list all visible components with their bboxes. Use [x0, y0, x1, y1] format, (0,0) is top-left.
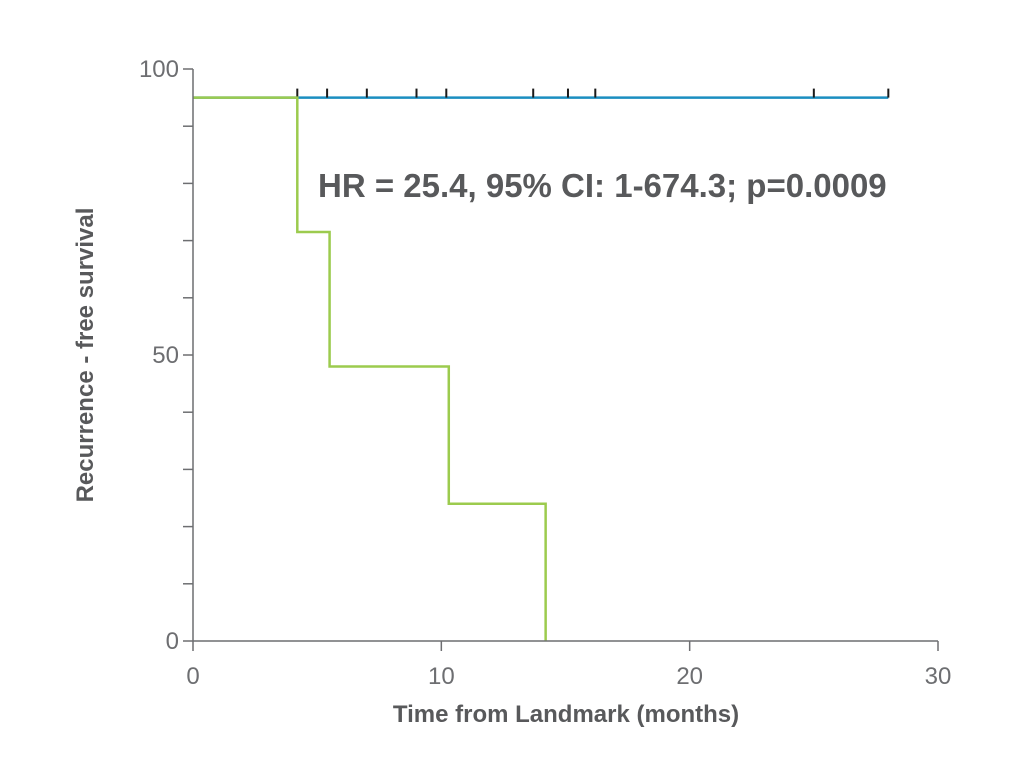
series-layer	[193, 88, 890, 641]
x-tick-label: 20	[676, 663, 703, 690]
series-2-line	[193, 96, 547, 641]
x-tick-label: 10	[428, 663, 455, 690]
y-tick-label: 100	[139, 56, 179, 83]
y-axis-title: Recurrence - free survival	[72, 208, 99, 503]
x-axis-title: Time from Landmark (months)	[393, 701, 739, 728]
x-tick-label: 30	[925, 663, 952, 690]
y-tick-label: 0	[166, 628, 179, 655]
axes-layer	[192, 69, 938, 642]
hazard-ratio-annotation: HR = 25.4, 95% CI: 1-674.3; p=0.0009	[318, 167, 887, 204]
x-tick-label: 0	[186, 663, 199, 690]
ticks-layer: 0 50 100 0 10 20 30	[139, 56, 951, 690]
y-tick-label: 50	[152, 342, 179, 369]
